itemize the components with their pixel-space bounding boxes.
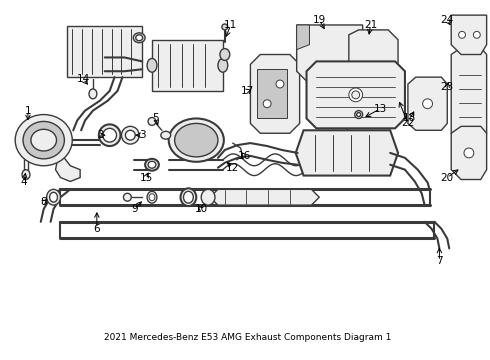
Text: 19: 19 bbox=[313, 15, 326, 25]
Ellipse shape bbox=[180, 188, 196, 206]
Text: 16: 16 bbox=[238, 151, 251, 161]
Ellipse shape bbox=[169, 118, 224, 162]
Ellipse shape bbox=[147, 191, 157, 203]
Polygon shape bbox=[210, 189, 319, 205]
Polygon shape bbox=[451, 15, 487, 54]
Ellipse shape bbox=[149, 194, 155, 201]
Polygon shape bbox=[296, 25, 310, 50]
Text: 17: 17 bbox=[241, 86, 254, 96]
Text: 11: 11 bbox=[224, 20, 237, 30]
Text: 9: 9 bbox=[131, 204, 138, 214]
Polygon shape bbox=[257, 69, 287, 118]
Polygon shape bbox=[349, 30, 398, 74]
Text: 5: 5 bbox=[152, 113, 159, 123]
Text: 22: 22 bbox=[401, 118, 415, 129]
Ellipse shape bbox=[201, 189, 215, 205]
Polygon shape bbox=[408, 77, 447, 130]
Ellipse shape bbox=[123, 193, 131, 201]
Ellipse shape bbox=[147, 58, 157, 72]
Polygon shape bbox=[307, 62, 405, 128]
Ellipse shape bbox=[222, 24, 228, 30]
Text: 2: 2 bbox=[98, 130, 104, 140]
Ellipse shape bbox=[49, 192, 57, 202]
Ellipse shape bbox=[103, 128, 117, 142]
Text: 1: 1 bbox=[24, 105, 31, 116]
Text: 23: 23 bbox=[441, 82, 454, 92]
Ellipse shape bbox=[263, 100, 271, 108]
Ellipse shape bbox=[148, 161, 156, 168]
Ellipse shape bbox=[352, 91, 360, 99]
Text: 20: 20 bbox=[441, 172, 454, 183]
Ellipse shape bbox=[125, 130, 135, 140]
Ellipse shape bbox=[148, 117, 156, 125]
Ellipse shape bbox=[15, 114, 72, 166]
Text: 24: 24 bbox=[441, 15, 454, 25]
Text: 7: 7 bbox=[436, 256, 442, 266]
Ellipse shape bbox=[22, 170, 30, 180]
Text: 21: 21 bbox=[364, 20, 377, 30]
Polygon shape bbox=[451, 126, 487, 180]
Ellipse shape bbox=[31, 129, 56, 151]
Text: 18: 18 bbox=[403, 113, 416, 123]
Polygon shape bbox=[250, 54, 299, 133]
Polygon shape bbox=[67, 26, 142, 77]
Ellipse shape bbox=[133, 33, 145, 43]
Text: 14: 14 bbox=[76, 74, 90, 84]
Ellipse shape bbox=[220, 49, 230, 60]
Ellipse shape bbox=[349, 88, 363, 102]
Ellipse shape bbox=[99, 125, 121, 146]
Polygon shape bbox=[55, 153, 80, 181]
Ellipse shape bbox=[161, 131, 171, 139]
Ellipse shape bbox=[459, 31, 466, 38]
Text: 3: 3 bbox=[139, 130, 146, 140]
Polygon shape bbox=[451, 48, 487, 143]
Ellipse shape bbox=[89, 89, 97, 99]
Text: 2021 Mercedes-Benz E53 AMG Exhaust Components Diagram 1: 2021 Mercedes-Benz E53 AMG Exhaust Compo… bbox=[104, 333, 391, 342]
Text: 8: 8 bbox=[40, 197, 47, 207]
Ellipse shape bbox=[174, 123, 218, 157]
Ellipse shape bbox=[136, 35, 143, 41]
Ellipse shape bbox=[218, 58, 228, 72]
Ellipse shape bbox=[47, 189, 60, 205]
Ellipse shape bbox=[355, 111, 363, 118]
Ellipse shape bbox=[145, 159, 159, 171]
Polygon shape bbox=[152, 40, 223, 91]
Text: 15: 15 bbox=[140, 172, 153, 183]
Ellipse shape bbox=[183, 191, 194, 203]
Ellipse shape bbox=[464, 148, 474, 158]
Text: 13: 13 bbox=[374, 104, 387, 114]
Text: 10: 10 bbox=[195, 204, 208, 214]
Ellipse shape bbox=[23, 121, 64, 159]
Ellipse shape bbox=[423, 99, 433, 109]
Polygon shape bbox=[296, 25, 363, 84]
Ellipse shape bbox=[473, 31, 480, 38]
Ellipse shape bbox=[357, 113, 361, 117]
Text: 12: 12 bbox=[226, 163, 239, 173]
Polygon shape bbox=[295, 130, 398, 176]
Text: 4: 4 bbox=[21, 177, 27, 188]
Ellipse shape bbox=[276, 80, 284, 88]
Text: 6: 6 bbox=[94, 224, 100, 234]
Ellipse shape bbox=[122, 126, 139, 144]
